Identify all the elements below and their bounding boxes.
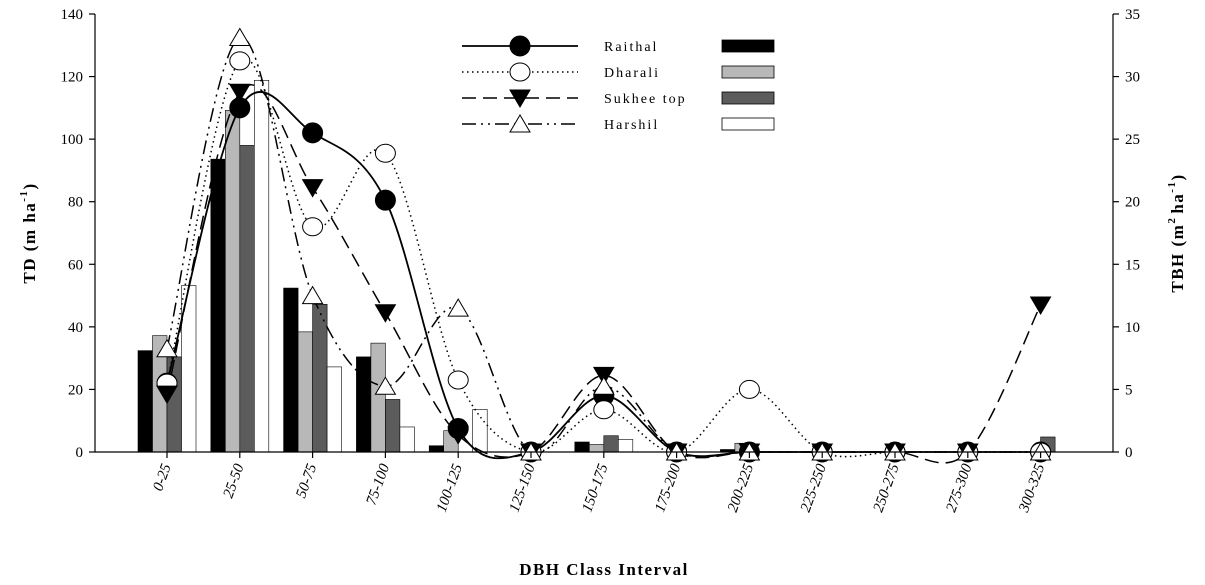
x-tick-label-225-250: 225-250 <box>798 461 830 514</box>
bar-raithal <box>428 445 445 453</box>
point-sukhee-top <box>592 366 615 386</box>
right-y-tick-label: 35 <box>1125 7 1140 23</box>
right-y-tick-label: 0 <box>1125 445 1133 461</box>
bar-harshil <box>617 439 634 453</box>
bar-dharali <box>370 342 386 453</box>
right-y-axis-title: TBH (m2 ha-1) <box>1166 173 1187 292</box>
point-dharali <box>374 143 396 163</box>
x-tick-label-0-25: 0-25 <box>150 461 175 493</box>
bar-sukhee-top <box>312 304 328 453</box>
point-dharali <box>447 370 469 390</box>
bar-harshil <box>254 80 270 453</box>
legend-swatch-harshil <box>721 117 775 131</box>
bar-dharali <box>225 110 241 453</box>
left-y-tick-label: 40 <box>68 320 83 336</box>
legend-swatch-dharali <box>721 65 775 79</box>
right-y-title-sup1: 2 <box>1166 217 1178 224</box>
x-tick-label-175-200: 175-200 <box>652 461 684 514</box>
bar-sukhee-top <box>239 145 255 453</box>
bar-sukhee-top <box>385 399 401 453</box>
legend-marker-raithal <box>509 35 531 57</box>
x-tick-label-100-125: 100-125 <box>434 461 466 514</box>
legend-swatch-sukhee-top <box>721 91 775 105</box>
legend-label-harshil: Harshil <box>604 118 659 133</box>
point-sukhee-top <box>156 385 178 405</box>
point-harshil <box>301 285 324 305</box>
right-y-tick-label: 20 <box>1125 195 1140 211</box>
legend-marker-harshil <box>509 114 531 133</box>
bar-raithal <box>137 350 153 453</box>
right-y-title-close: ) <box>1168 173 1187 180</box>
x-tick-label-75-100: 75-100 <box>364 461 394 507</box>
right-y-title-mid: ha <box>1168 193 1187 214</box>
bar-dharali <box>588 444 605 453</box>
point-harshil <box>447 298 470 317</box>
bar-harshil <box>326 366 342 453</box>
bar-raithal <box>356 356 372 453</box>
left-y-tick-label: 140 <box>61 7 84 23</box>
x-tick-label-250-275: 250-275 <box>871 461 903 514</box>
legend-marker-dharali <box>509 62 531 82</box>
left-y-title-main: TD (m ha <box>20 202 39 284</box>
bar-raithal <box>574 441 590 453</box>
x-tick-label-150-175: 150-175 <box>579 461 611 514</box>
point-dharali <box>229 51 251 71</box>
point-dharali <box>738 379 760 399</box>
bar-dharali <box>297 331 313 453</box>
x-tick-label-200-225: 200-225 <box>725 461 757 514</box>
legend: Raithal Dharali Sukhee top Harshil <box>462 35 775 133</box>
bar-harshil <box>472 409 488 453</box>
point-raithal <box>374 189 396 211</box>
x-tick-label-125-150: 125-150 <box>507 461 539 514</box>
x-tick-label-25-50: 25-50 <box>221 461 248 500</box>
point-dharali <box>593 400 615 420</box>
left-y-tick-label: 80 <box>68 195 83 211</box>
left-y-tick-label: 0 <box>76 445 84 461</box>
legend-marker-sukhee-top <box>509 89 531 108</box>
left-y-tick-label: 120 <box>61 70 84 86</box>
left-y-title-sup: -1 <box>18 190 30 202</box>
left-y-tick-label: 20 <box>68 382 83 398</box>
left-y-tick-label: 100 <box>61 132 84 148</box>
bar-sukhee-top <box>603 435 619 453</box>
point-dharali <box>302 217 324 237</box>
legend-swatch-raithal <box>721 39 775 53</box>
legend-label-raithal: Raithal <box>604 40 658 55</box>
right-y-tick-label: 5 <box>1125 382 1133 398</box>
right-y-title-main: TBH (m <box>1168 224 1187 293</box>
point-sukhee-top <box>1029 296 1052 315</box>
right-y-tick-label: 25 <box>1125 132 1140 148</box>
point-sukhee-top <box>228 83 251 103</box>
bar-raithal <box>283 287 299 453</box>
point-harshil <box>592 376 615 395</box>
left-y-axis-title: TD (m ha-1) <box>18 182 39 283</box>
point-raithal <box>302 122 324 144</box>
x-tick-label-275-300: 275-300 <box>943 461 975 514</box>
point-sukhee-top <box>301 179 324 198</box>
right-y-tick-label: 30 <box>1125 70 1140 86</box>
left-y-title-close: ) <box>20 182 39 189</box>
legend-label-sukhee-top: Sukhee top <box>604 92 687 107</box>
right-y-tick-label: 10 <box>1125 320 1140 336</box>
bar-raithal <box>210 158 226 453</box>
line-dharali <box>166 57 1041 458</box>
right-y-title-sup2: -1 <box>1166 181 1178 193</box>
point-harshil <box>156 338 178 358</box>
x-tick-label-300-325: 300-325 <box>1016 461 1049 515</box>
bar-harshil <box>399 426 415 453</box>
legend-label-dharali: Dharali <box>604 66 660 81</box>
x-axis-title: DBH Class Interval <box>519 560 689 579</box>
x-tick-label-50-75: 50-75 <box>293 461 320 500</box>
point-harshil <box>228 27 251 46</box>
point-harshil <box>374 376 397 395</box>
left-y-tick-label: 60 <box>68 257 83 273</box>
point-sukhee-top <box>447 426 470 445</box>
point-sukhee-top <box>374 304 397 323</box>
right-y-tick-label: 15 <box>1125 257 1140 273</box>
